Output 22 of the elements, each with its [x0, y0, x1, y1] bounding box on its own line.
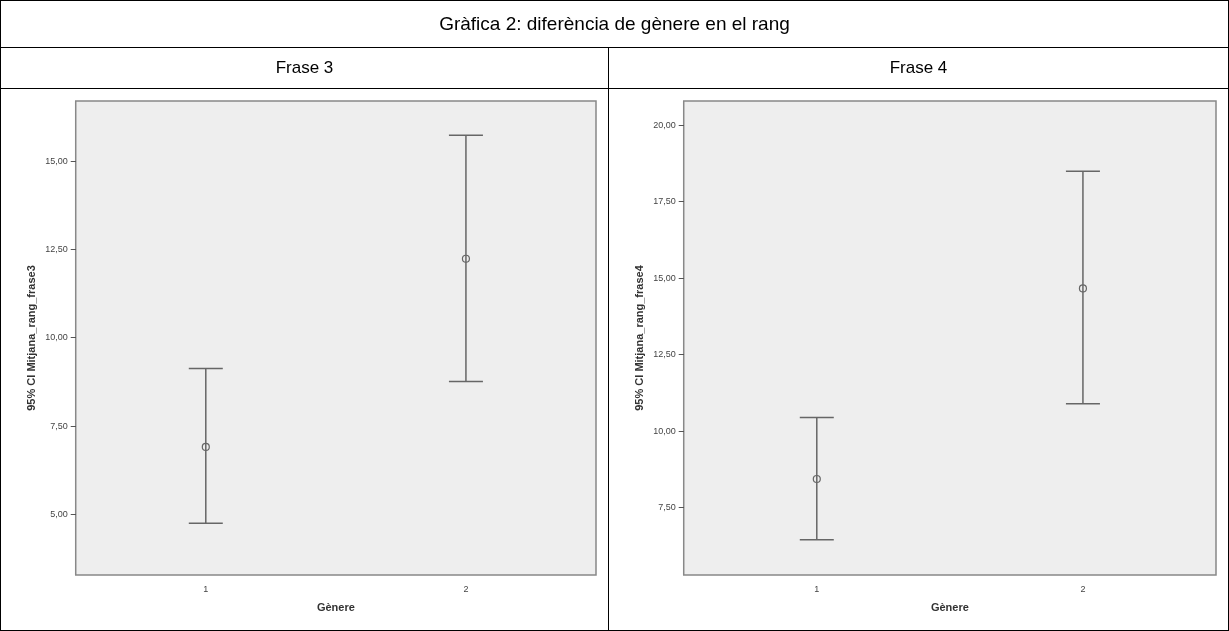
- x-axis-title: Gènere: [930, 601, 969, 614]
- y-axis-title: 95% CI Mitjana_rang_frase4: [632, 264, 645, 411]
- y-axis-title: 95% CI Mitjana_rang_frase3: [24, 265, 37, 411]
- y-tick-label: 5,00: [50, 509, 68, 520]
- chart-title: Gràfica 2: diferència de gènere en el rang: [1, 1, 1228, 48]
- y-tick-label: 20,00: [653, 119, 676, 130]
- chart-subtitle: Frase 3: [1, 48, 608, 89]
- y-tick-label: 10,00: [653, 425, 676, 436]
- y-tick-label: 12,50: [653, 349, 676, 360]
- x-tick-label: 2: [1080, 583, 1086, 594]
- y-tick-label: 15,00: [45, 155, 68, 166]
- chart-subtitle: Frase 4: [609, 48, 1228, 89]
- y-tick-label: 12,50: [45, 244, 68, 255]
- x-tick-label: 1: [814, 583, 820, 594]
- y-tick-label: 15,00: [653, 272, 676, 283]
- x-tick-label: 2: [463, 583, 469, 594]
- x-tick-label: 1: [203, 583, 209, 594]
- y-tick-label: 7,50: [50, 420, 68, 431]
- y-tick-label: 10,00: [45, 332, 68, 343]
- x-axis-title: Gènere: [316, 601, 355, 614]
- y-tick-label: 17,50: [653, 196, 676, 207]
- y-tick-label: 7,50: [658, 502, 676, 513]
